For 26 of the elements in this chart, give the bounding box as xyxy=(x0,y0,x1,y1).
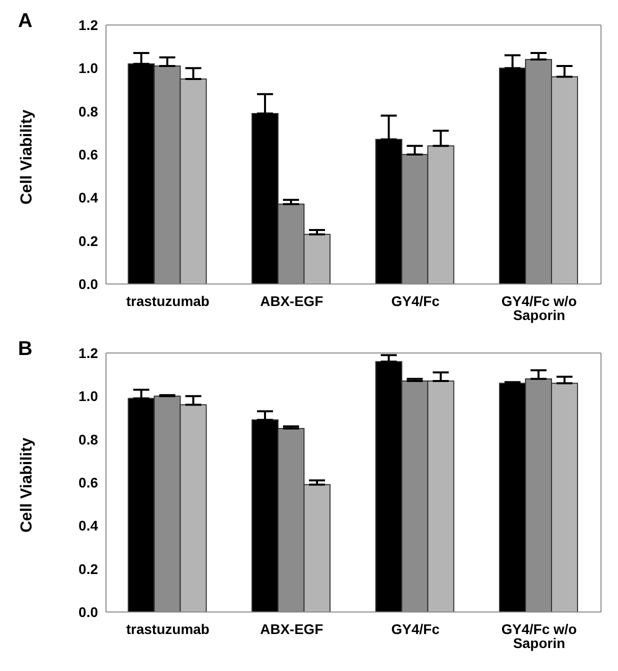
y-tick-label: 0.0 xyxy=(78,276,98,292)
y-tick-label: 0.2 xyxy=(78,560,98,577)
chart-title: B xyxy=(18,338,32,361)
x-tick-label: trastuzumab xyxy=(126,620,210,637)
y-tick-label: 0.6 xyxy=(78,474,98,490)
x-tick-label: ABX-EGF xyxy=(260,292,324,309)
y-tick-label: 0.6 xyxy=(78,146,98,162)
y-tick-label: 0.4 xyxy=(78,518,98,534)
y-tick-label: 1.2 xyxy=(78,16,98,33)
x-tick-label: GY4/Fc xyxy=(391,620,440,637)
y-tick-label: 0.0 xyxy=(78,604,98,620)
x-tick-label: GY4/Fc w/o Saporin xyxy=(501,292,577,323)
y-tick-label: 0.8 xyxy=(78,431,98,448)
y-axis-title: Cell Viability xyxy=(18,110,36,204)
y-tick-label: 0.4 xyxy=(78,190,98,206)
y-tick-label: 1.0 xyxy=(78,60,98,76)
y-axis-title: Cell Viability xyxy=(18,438,36,532)
y-tick-label: 1.0 xyxy=(78,388,98,404)
x-tick-label: trastuzumab xyxy=(126,292,210,309)
x-tick-label: GY4/Fc xyxy=(391,292,440,309)
x-tick-label: ABX-EGF xyxy=(260,620,324,637)
y-tick-label: 0.8 xyxy=(78,103,98,120)
y-tick-label: 0.2 xyxy=(78,232,98,249)
chart-title: A xyxy=(18,10,32,33)
y-tick-label: 1.2 xyxy=(78,344,98,361)
x-tick-label: GY4/Fc w/o Saporin xyxy=(501,620,577,651)
